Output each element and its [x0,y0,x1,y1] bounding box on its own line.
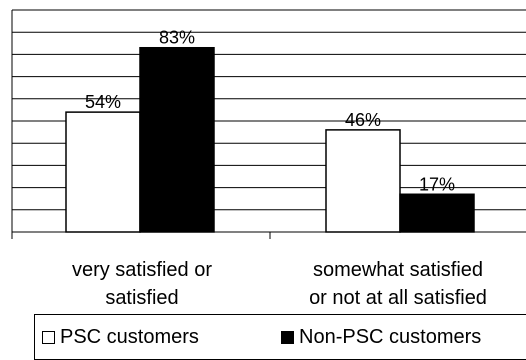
legend-item-non-psc: Non-PSC customers [281,325,481,349]
legend-swatch-psc [42,330,55,344]
data-label: 54% [85,92,121,112]
bar [399,193,475,233]
legend: PSC customers Non-PSC customers [34,314,526,360]
bar [65,111,141,233]
data-label: 46% [345,110,381,130]
legend-label-psc: PSC customers [60,326,199,348]
legend-item-psc: PSC customers [42,325,199,349]
legend-label-non-psc: Non-PSC customers [299,326,482,348]
category-label-line: somewhat satisfied [313,259,483,281]
data-labels: 54% 46% 83% 17% [85,28,455,195]
bars [65,46,475,233]
bar [139,46,215,233]
category-label-line: or not at all satisfied [309,287,487,309]
data-label: 17% [419,174,455,194]
legend-swatch-non-psc [281,330,294,344]
data-label: 83% [159,28,195,48]
category-labels: very satisfied or satisfied somewhat satis… [72,259,487,309]
category-label-line: satisfied [105,287,178,309]
bar [325,129,401,233]
category-label: very satisfied or satisfied [72,259,212,309]
x-axis [11,231,526,239]
category-label: somewhat satisfied or not at all satisfie… [309,259,487,309]
category-label-line: very satisfied or [72,259,212,281]
